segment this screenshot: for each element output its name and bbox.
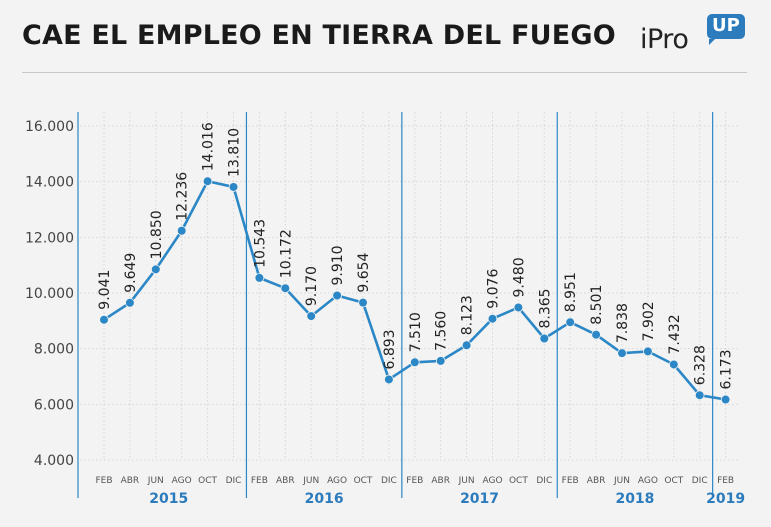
data-point xyxy=(332,290,342,301)
data-point xyxy=(565,317,575,327)
data-point xyxy=(487,313,498,324)
data-label: 9.170 xyxy=(304,266,320,306)
data-label: 10.172 xyxy=(278,229,294,278)
data-point xyxy=(99,314,109,325)
data-label: 7.510 xyxy=(408,312,424,352)
year-label: 2015 xyxy=(149,491,188,507)
y-tick-label: 6.000 xyxy=(34,397,74,413)
data-point xyxy=(358,297,368,308)
x-tick-label: FEB xyxy=(251,476,268,486)
data-point xyxy=(125,297,135,308)
data-point xyxy=(409,357,420,368)
x-tick-label: OCT xyxy=(509,476,528,486)
x-tick-label: OCT xyxy=(354,476,373,486)
x-tick-label: JUN xyxy=(613,476,630,486)
x-tick-label: OCT xyxy=(198,476,217,486)
data-point xyxy=(668,359,679,370)
data-label: 8.365 xyxy=(537,288,553,328)
data-point xyxy=(591,329,601,340)
x-tick-label: JUN xyxy=(458,476,475,486)
data-label: 9.649 xyxy=(123,253,139,293)
x-tick-label: ABR xyxy=(276,476,295,486)
data-point xyxy=(435,356,446,366)
data-label: 9.480 xyxy=(511,257,527,297)
title-divider xyxy=(22,72,747,73)
y-tick-label: 12.000 xyxy=(25,230,74,246)
data-label: 6.893 xyxy=(382,329,398,369)
data-point xyxy=(539,333,550,344)
y-tick-label: 10.000 xyxy=(25,286,74,302)
x-tick-label: DIC xyxy=(692,476,708,486)
year-label: 2017 xyxy=(460,491,499,507)
x-tick-label: JUN xyxy=(147,476,164,486)
year-label: 2018 xyxy=(615,491,654,507)
data-point xyxy=(280,283,291,294)
data-point xyxy=(151,264,161,275)
x-tick-label: AGO xyxy=(327,476,347,486)
x-tick-label: OCT xyxy=(664,476,683,486)
data-point xyxy=(228,182,239,192)
data-label: 7.560 xyxy=(434,311,450,351)
x-tick-label: AGO xyxy=(172,476,192,486)
data-label: 10.543 xyxy=(252,219,268,268)
data-point xyxy=(306,311,317,321)
data-label: 13.810 xyxy=(227,128,243,177)
data-label: 8.123 xyxy=(460,295,476,335)
data-label: 9.654 xyxy=(356,252,372,292)
data-point xyxy=(617,348,627,358)
y-tick-label: 8.000 xyxy=(34,342,74,358)
x-tick-label: FEB xyxy=(717,476,734,486)
data-label: 9.076 xyxy=(486,269,502,309)
data-label: 8.951 xyxy=(563,272,579,312)
year-label: 2016 xyxy=(305,491,344,507)
data-label: 10.850 xyxy=(149,210,165,259)
y-tick-label: 4.000 xyxy=(34,453,74,469)
logo-text: iPro xyxy=(640,24,689,55)
data-point xyxy=(461,340,472,351)
x-tick-label: AGO xyxy=(482,476,502,486)
x-tick-label: FEB xyxy=(95,476,112,486)
data-point xyxy=(202,176,213,187)
x-tick-label: DIC xyxy=(536,476,552,486)
data-label: 6.328 xyxy=(693,345,709,385)
data-label: 6.173 xyxy=(719,349,735,389)
logo-badge: UP xyxy=(707,14,745,45)
x-tick-label: AGO xyxy=(638,476,658,486)
data-label: 7.902 xyxy=(641,301,657,341)
data-point xyxy=(694,390,705,401)
data-label: 7.432 xyxy=(667,314,683,354)
x-tick-label: ABR xyxy=(431,476,450,486)
x-tick-label: DIC xyxy=(226,476,242,486)
data-label: 9.041 xyxy=(97,270,113,310)
data-point xyxy=(720,394,731,405)
x-tick-label: ABR xyxy=(587,476,606,486)
data-point xyxy=(643,346,653,357)
data-label: 12.236 xyxy=(175,172,191,221)
x-tick-label: FEB xyxy=(406,476,423,486)
x-tick-label: ABR xyxy=(121,476,140,486)
x-tick-label: DIC xyxy=(381,476,397,486)
data-label: 8.501 xyxy=(589,285,605,325)
data-point xyxy=(384,374,394,385)
data-point xyxy=(254,273,265,283)
data-label: 7.838 xyxy=(615,303,631,343)
x-tick-label: FEB xyxy=(562,476,579,486)
year-label: 2019 xyxy=(706,491,745,507)
data-label: 9.910 xyxy=(330,245,346,285)
y-tick-label: 14.000 xyxy=(25,175,74,191)
data-point xyxy=(176,225,187,236)
chart-title: CAE EL EMPLEO EN TIERRA DEL FUEGO xyxy=(22,20,616,51)
x-tick-label: JUN xyxy=(302,476,319,486)
y-tick-label: 16.000 xyxy=(25,119,74,135)
data-label: 14.016 xyxy=(201,122,217,171)
data-point xyxy=(513,302,524,313)
